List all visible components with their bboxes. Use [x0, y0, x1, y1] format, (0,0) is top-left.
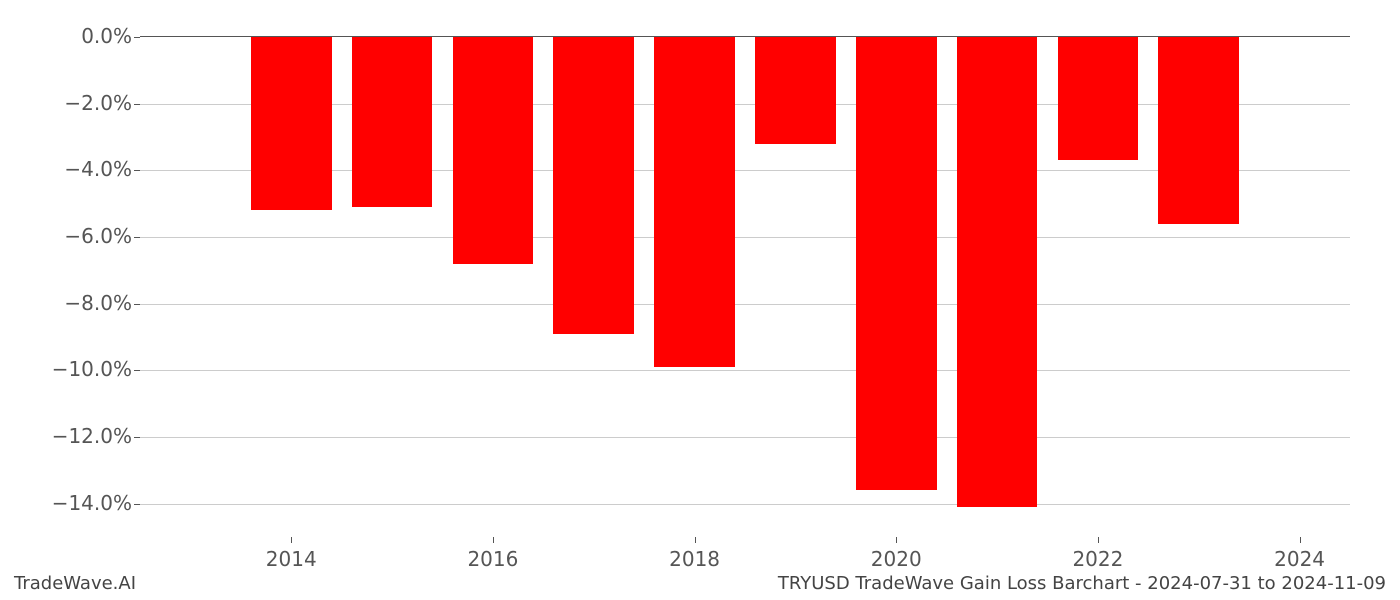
y-tick-mark — [134, 170, 140, 171]
y-grid-line — [140, 370, 1350, 371]
x-tick-label: 2016 — [467, 547, 518, 571]
x-tick-label: 2020 — [871, 547, 922, 571]
footer-brand: TradeWave.AI — [14, 573, 136, 594]
y-tick-mark — [134, 504, 140, 505]
bar — [957, 37, 1038, 507]
y-tick-label: 0.0% — [81, 24, 132, 48]
bar — [1158, 37, 1239, 224]
bar — [856, 37, 937, 490]
y-tick-label: −12.0% — [52, 424, 132, 448]
y-grid-line — [140, 504, 1350, 505]
x-tick-label: 2022 — [1072, 547, 1123, 571]
y-tick-label: −8.0% — [64, 291, 132, 315]
bar — [755, 37, 836, 144]
x-tick-mark — [493, 537, 494, 543]
x-tick-label: 2018 — [669, 547, 720, 571]
x-tick-mark — [1300, 537, 1301, 543]
x-tick-label: 2024 — [1274, 547, 1325, 571]
bar — [654, 37, 735, 367]
y-tick-mark — [134, 37, 140, 38]
y-tick-label: −4.0% — [64, 157, 132, 181]
y-grid-line — [140, 437, 1350, 438]
y-tick-label: −6.0% — [64, 224, 132, 248]
y-tick-mark — [134, 437, 140, 438]
gain-loss-barchart: 201420162018202020222024 TradeWave.AI TR… — [0, 0, 1400, 600]
x-tick-mark — [291, 537, 292, 543]
x-tick-mark — [1098, 537, 1099, 543]
y-tick-mark — [134, 104, 140, 105]
x-tick-mark — [896, 537, 897, 543]
y-tick-mark — [134, 304, 140, 305]
x-tick-label: 2014 — [266, 547, 317, 571]
bar — [1058, 37, 1139, 160]
bar — [553, 37, 634, 334]
bar — [453, 37, 534, 264]
y-tick-label: −14.0% — [52, 491, 132, 515]
bar — [251, 37, 332, 210]
y-tick-label: −10.0% — [52, 357, 132, 381]
footer-caption: TRYUSD TradeWave Gain Loss Barchart - 20… — [778, 573, 1386, 594]
bar — [352, 37, 433, 207]
y-tick-mark — [134, 237, 140, 238]
y-tick-label: −2.0% — [64, 91, 132, 115]
y-grid-line — [140, 304, 1350, 305]
y-tick-mark — [134, 370, 140, 371]
x-tick-mark — [695, 537, 696, 543]
y-grid-line — [140, 237, 1350, 238]
plot-area: 201420162018202020222024 — [140, 36, 1350, 537]
